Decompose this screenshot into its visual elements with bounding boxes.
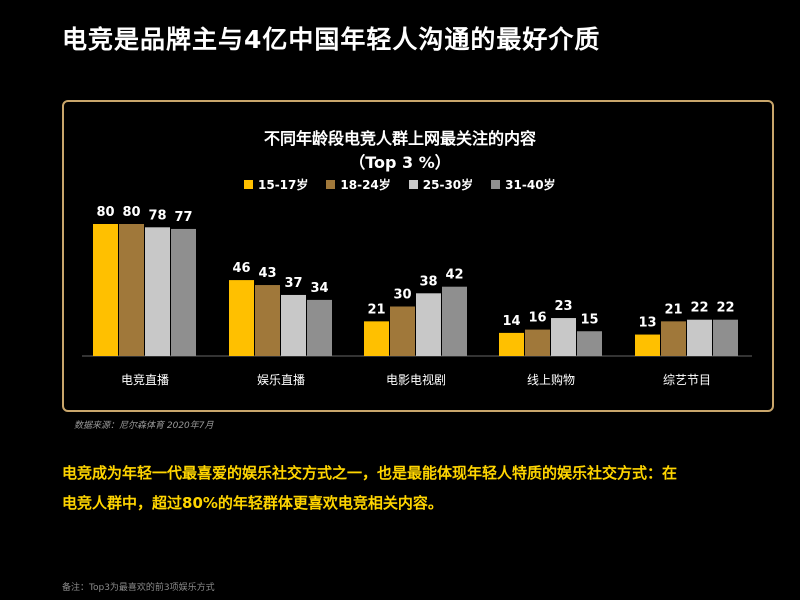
legend-label: 15-17岁 <box>258 178 309 192</box>
body-text-line: 电竞成为年轻一代最喜爱的娱乐社交方式之一，也是最能体现年轻人特质的娱乐社交方式：… <box>62 464 678 482</box>
bar <box>713 319 738 356</box>
footnote: 备注：Top3为最喜欢的前3项娱乐方式 <box>62 583 215 593</box>
data-label: 42 <box>445 268 463 283</box>
bar <box>635 334 660 356</box>
bar <box>551 318 576 356</box>
legend-swatch <box>408 180 418 189</box>
data-label: 34 <box>310 281 328 296</box>
legend-item-31-40: 31-40岁 <box>491 176 556 193</box>
data-label: 30 <box>393 288 411 303</box>
category-label: 线上购物 <box>527 372 575 387</box>
data-label: 16 <box>528 311 546 326</box>
data-label: 14 <box>502 314 520 329</box>
bar <box>93 224 118 356</box>
data-label: 43 <box>258 266 276 281</box>
data-label: 37 <box>284 276 302 291</box>
data-label: 21 <box>664 302 682 317</box>
bar <box>281 294 306 356</box>
category-label: 电竞直播 <box>121 373 169 387</box>
legend-label: 31-40岁 <box>505 178 556 192</box>
source-note: 数据来源：尼尔森体育 2020年7月 <box>74 421 214 431</box>
bar <box>145 227 170 356</box>
legend-swatch <box>244 180 253 189</box>
body-text-line: 电竞人群中，超过80%的年轻群体更喜欢电竞相关内容。 <box>62 494 443 512</box>
page-title: 电竞是品牌主与4亿中国年轻人沟通的最好介质 <box>62 25 601 54</box>
bar <box>416 293 441 356</box>
data-label: 22 <box>716 301 734 316</box>
legend-swatch <box>491 180 501 189</box>
data-label: 46 <box>232 261 250 276</box>
data-label: 80 <box>122 205 140 220</box>
data-label: 21 <box>367 302 385 317</box>
bar <box>525 329 550 356</box>
bar <box>229 280 254 356</box>
legend-label: 25-30岁 <box>422 178 474 192</box>
data-label: 23 <box>554 299 572 314</box>
legend-item-18-24: 18-24岁 <box>326 176 391 193</box>
data-label: 15 <box>580 312 598 327</box>
body-text: 电竞成为年轻一代最喜爱的娱乐社交方式之一，也是最能体现年轻人特质的娱乐社交方式：… <box>62 458 762 518</box>
legend-item-25-30: 25-30岁 <box>408 176 474 193</box>
data-label: 78 <box>148 208 166 223</box>
bar <box>171 228 196 356</box>
data-label: 13 <box>638 316 656 331</box>
bar <box>442 286 467 356</box>
chart-title: 不同年龄段电竞人群上网最关注的内容 <box>263 129 536 148</box>
category-label: 综艺节目 <box>663 373 711 387</box>
bar <box>390 306 415 356</box>
bar <box>499 332 524 356</box>
category-label: 娱乐直播 <box>257 373 305 387</box>
bar <box>255 285 280 356</box>
chart-subtitle: （Top 3 %） <box>349 153 451 172</box>
bar <box>119 224 144 356</box>
data-label: 80 <box>96 205 114 220</box>
legend-swatch <box>326 180 336 189</box>
legend-item-15-17: 15-17岁 <box>244 176 308 193</box>
data-label: 77 <box>174 210 192 225</box>
chart-legend: 15-17岁 18-24岁 25-30岁 31-40岁 <box>244 176 574 193</box>
bar <box>687 319 712 356</box>
chart-panel <box>62 100 774 412</box>
data-label: 22 <box>690 301 708 316</box>
bar <box>577 331 602 356</box>
bar <box>661 321 686 356</box>
bar <box>364 321 389 356</box>
data-label: 38 <box>419 274 437 289</box>
category-label: 电影电视剧 <box>386 372 446 387</box>
legend-label: 18-24岁 <box>340 178 391 192</box>
bar <box>307 299 332 356</box>
